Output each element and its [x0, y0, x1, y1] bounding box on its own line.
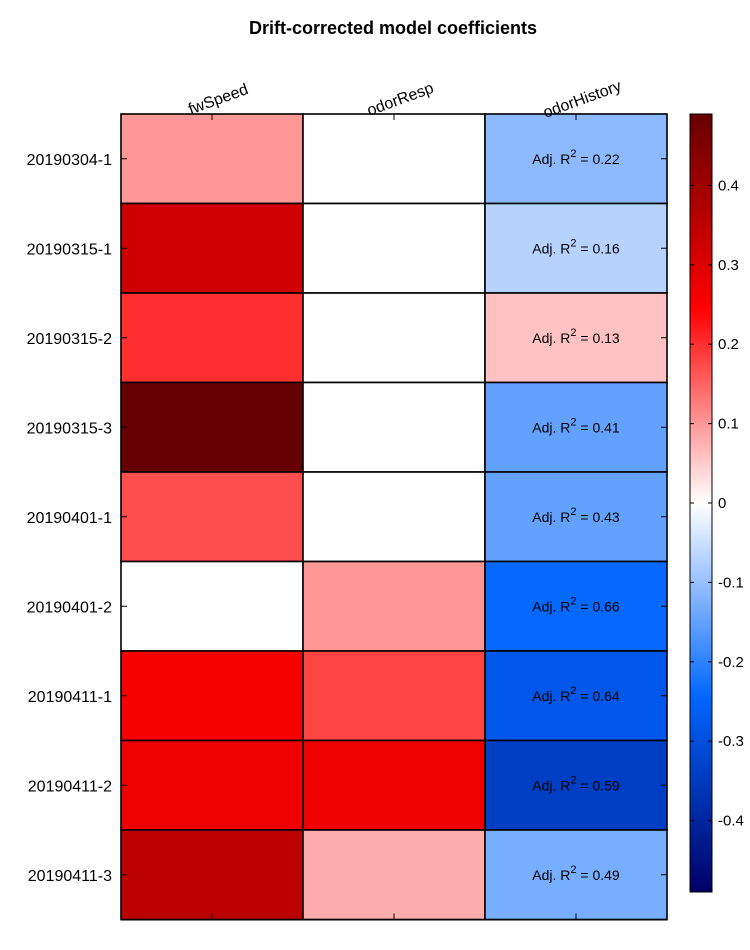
heatmap-cell	[302, 650, 486, 742]
heatmap-cell	[484, 560, 668, 652]
heatmap-cell	[120, 560, 304, 652]
colorbar-tick-label: -0.4	[718, 813, 744, 830]
row-label: 20190304-1	[27, 152, 113, 169]
colorbar-tick-label: 0.1	[718, 416, 739, 433]
chart-title: Drift-corrected model coefficients	[249, 18, 537, 38]
colorbar-tick-label: 0.4	[718, 177, 739, 194]
heatmap-cell	[120, 471, 304, 563]
colorbar-tick-label: -0.2	[718, 654, 744, 671]
heatmap-cell	[484, 650, 668, 742]
adj-r2-annotation: Adj. R2 = 0.22	[532, 148, 620, 167]
column-label: fwSpeed	[186, 81, 250, 118]
row-label: 20190401-1	[27, 510, 113, 527]
heatmap-cell	[120, 381, 304, 473]
row-label: 20190315-3	[27, 420, 113, 437]
heatmap-cell	[302, 381, 486, 473]
heatmap-cell	[484, 829, 668, 921]
heatmap-cell	[302, 471, 486, 563]
heatmap-cell	[484, 202, 668, 294]
heatmap-cells	[120, 113, 668, 921]
row-label: 20190315-2	[27, 331, 113, 348]
colorbar-ticks: 0.4 0.3 0.2 0.1 0 -0.1 -0.2 -0.3 -0.4	[690, 177, 744, 830]
heatmap-cell	[120, 650, 304, 742]
colorbar-tick-label: -0.3	[718, 733, 744, 750]
adj-r2-annotation: Adj. R2 = 0.43	[532, 506, 620, 525]
heatmap-cell	[120, 739, 304, 831]
heatmap-cell	[120, 292, 304, 384]
heatmap-cell	[302, 560, 486, 652]
row-label: 20190411-2	[28, 778, 112, 795]
heatmap-cell	[120, 113, 304, 205]
colorbar-tick-label: -0.1	[718, 574, 744, 591]
row-label: 20190315-1	[27, 241, 113, 258]
heatmap-cell	[302, 739, 486, 831]
heatmap-cell	[120, 829, 304, 921]
colorbar-tick-label: 0	[718, 495, 726, 512]
cell-annotations: Adj. R2 = 0.22 Adj. R2 = 0.16 Adj. R2 = 0.…	[532, 148, 620, 883]
row-label: 20190401-2	[27, 599, 113, 616]
heatmap-frame	[120, 113, 668, 921]
adj-r2-annotation: Adj. R2 = 0.41	[532, 416, 620, 435]
heatmap-cell	[302, 113, 486, 205]
heatmap-ticks	[121, 114, 667, 920]
row-labels: 20190304-1 20190315-1 20190315-2 20190315-3…	[27, 152, 113, 885]
row-label: 20190411-3	[28, 868, 112, 885]
adj-r2-annotation: Adj. R2 = 0.16	[532, 237, 620, 256]
colorbar-tick-label: 0.3	[718, 257, 739, 274]
adj-r2-annotation: Adj. R2 = 0.59	[532, 774, 620, 793]
adj-r2-annotation: Adj. R2 = 0.66	[532, 595, 620, 614]
adj-r2-annotation: Adj. R2 = 0.13	[532, 327, 620, 346]
heatmap-cell	[302, 292, 486, 384]
adj-r2-annotation: Adj. R2 = 0.64	[532, 685, 620, 704]
heatmap-cell	[120, 202, 304, 294]
heatmap-cell	[484, 381, 668, 473]
row-label: 20190411-1	[28, 689, 112, 706]
colorbar-tick-label: 0.2	[718, 336, 739, 353]
heatmap-cell	[302, 829, 486, 921]
heatmap-cell	[302, 202, 486, 294]
adj-r2-annotation: Adj. R2 = 0.49	[532, 864, 620, 883]
